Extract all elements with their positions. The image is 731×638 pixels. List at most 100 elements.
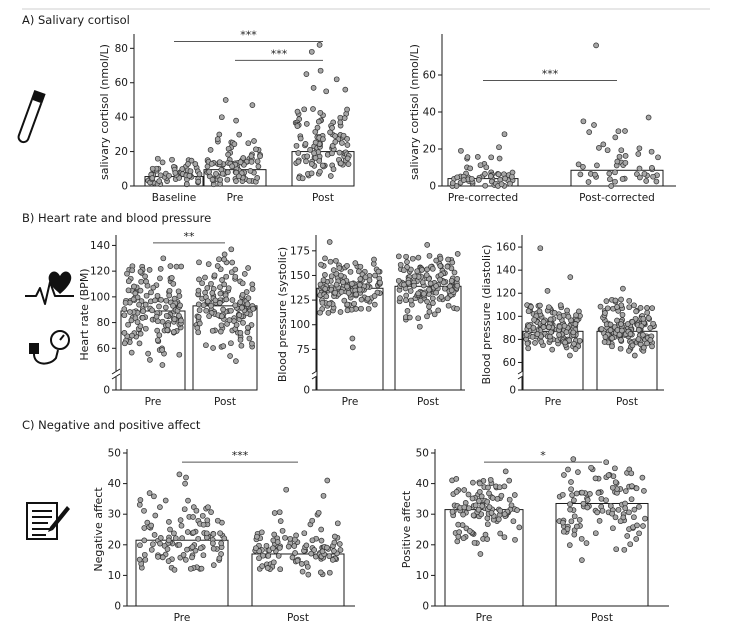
y-tick-label: 0 — [509, 385, 516, 397]
data-point — [131, 283, 137, 290]
data-point — [121, 306, 128, 312]
data-point — [415, 315, 422, 322]
data-point — [645, 315, 652, 321]
data-point — [220, 306, 226, 313]
data-point — [197, 545, 204, 552]
data-point — [516, 524, 523, 531]
data-point — [183, 181, 190, 187]
data-point — [628, 470, 635, 477]
data-point — [276, 509, 283, 516]
data-point — [154, 292, 161, 299]
data-point — [460, 535, 467, 542]
data-point — [192, 161, 199, 167]
data-point — [176, 312, 182, 319]
data-point — [254, 158, 261, 165]
y-tick-label: 20 — [423, 144, 436, 156]
data-point — [507, 180, 513, 187]
data-point — [222, 97, 229, 103]
data-point — [454, 538, 461, 545]
data-point — [182, 480, 188, 487]
data-point — [295, 158, 302, 165]
data-point — [600, 141, 607, 148]
data-point — [615, 128, 622, 135]
data-point — [216, 159, 223, 166]
data-point — [206, 313, 212, 319]
data-point — [255, 163, 262, 170]
data-point — [336, 149, 343, 156]
data-point — [609, 335, 615, 341]
data-point — [423, 272, 430, 278]
y-tick-label: 10 — [416, 570, 429, 582]
data-point — [271, 510, 278, 516]
data-point — [134, 319, 141, 325]
section-b-title: B) Heart rate and blood pressure — [22, 211, 212, 225]
data-point — [349, 344, 356, 351]
data-point — [571, 497, 577, 504]
data-point — [604, 305, 611, 312]
data-point — [609, 484, 616, 491]
data-point — [164, 327, 171, 333]
data-point — [156, 303, 162, 310]
data-point — [137, 323, 144, 330]
data-point — [467, 165, 474, 172]
data-point — [166, 292, 173, 299]
data-point — [237, 330, 244, 336]
data-point — [478, 493, 485, 500]
data-point — [476, 498, 482, 504]
data-point — [364, 295, 371, 302]
data-point — [629, 319, 636, 325]
data-point — [196, 307, 203, 314]
data-point — [529, 334, 536, 340]
data-point — [229, 163, 235, 170]
data-point — [556, 314, 563, 321]
y-axis-label: Positive affect — [400, 490, 413, 568]
y-tick-label: 40 — [423, 107, 436, 119]
data-point — [595, 490, 602, 496]
data-point — [208, 280, 214, 287]
data-point — [497, 176, 504, 183]
data-point — [633, 485, 640, 492]
data-point — [236, 173, 242, 180]
data-point — [586, 129, 593, 135]
data-point — [540, 324, 547, 330]
data-point — [356, 282, 363, 288]
data-point — [181, 506, 188, 513]
data-point — [617, 518, 624, 525]
data-point — [318, 537, 325, 544]
data-point — [248, 158, 255, 165]
data-point — [187, 168, 194, 175]
data-point — [561, 323, 568, 329]
data-point — [338, 289, 345, 295]
data-point — [166, 172, 172, 179]
data-point — [344, 136, 350, 142]
data-point — [219, 277, 225, 283]
section-a-title: A) Salivary cortisol — [22, 13, 130, 27]
data-point — [588, 464, 594, 471]
data-point — [620, 514, 627, 521]
data-point — [624, 321, 631, 327]
y-tick-label: 100 — [496, 311, 516, 323]
data-point — [187, 565, 194, 572]
data-point — [640, 523, 646, 529]
data-point — [622, 159, 629, 166]
data-point — [484, 498, 491, 505]
data-point — [532, 340, 538, 346]
data-point — [217, 290, 224, 297]
data-point — [229, 259, 236, 266]
data-point — [482, 171, 488, 177]
data-point — [344, 106, 350, 113]
significance-label: * — [540, 449, 546, 462]
data-point — [475, 177, 482, 183]
data-point — [634, 522, 640, 529]
data-point — [142, 325, 149, 332]
data-point — [205, 504, 211, 511]
y-tick-label: 100 — [290, 319, 310, 331]
data-point — [303, 121, 310, 127]
y-tick-label: 80 — [115, 43, 128, 55]
data-point — [622, 128, 628, 134]
data-point — [171, 316, 178, 323]
data-point — [148, 546, 155, 553]
data-point — [240, 319, 246, 326]
x-tick-label: Post — [616, 396, 638, 408]
